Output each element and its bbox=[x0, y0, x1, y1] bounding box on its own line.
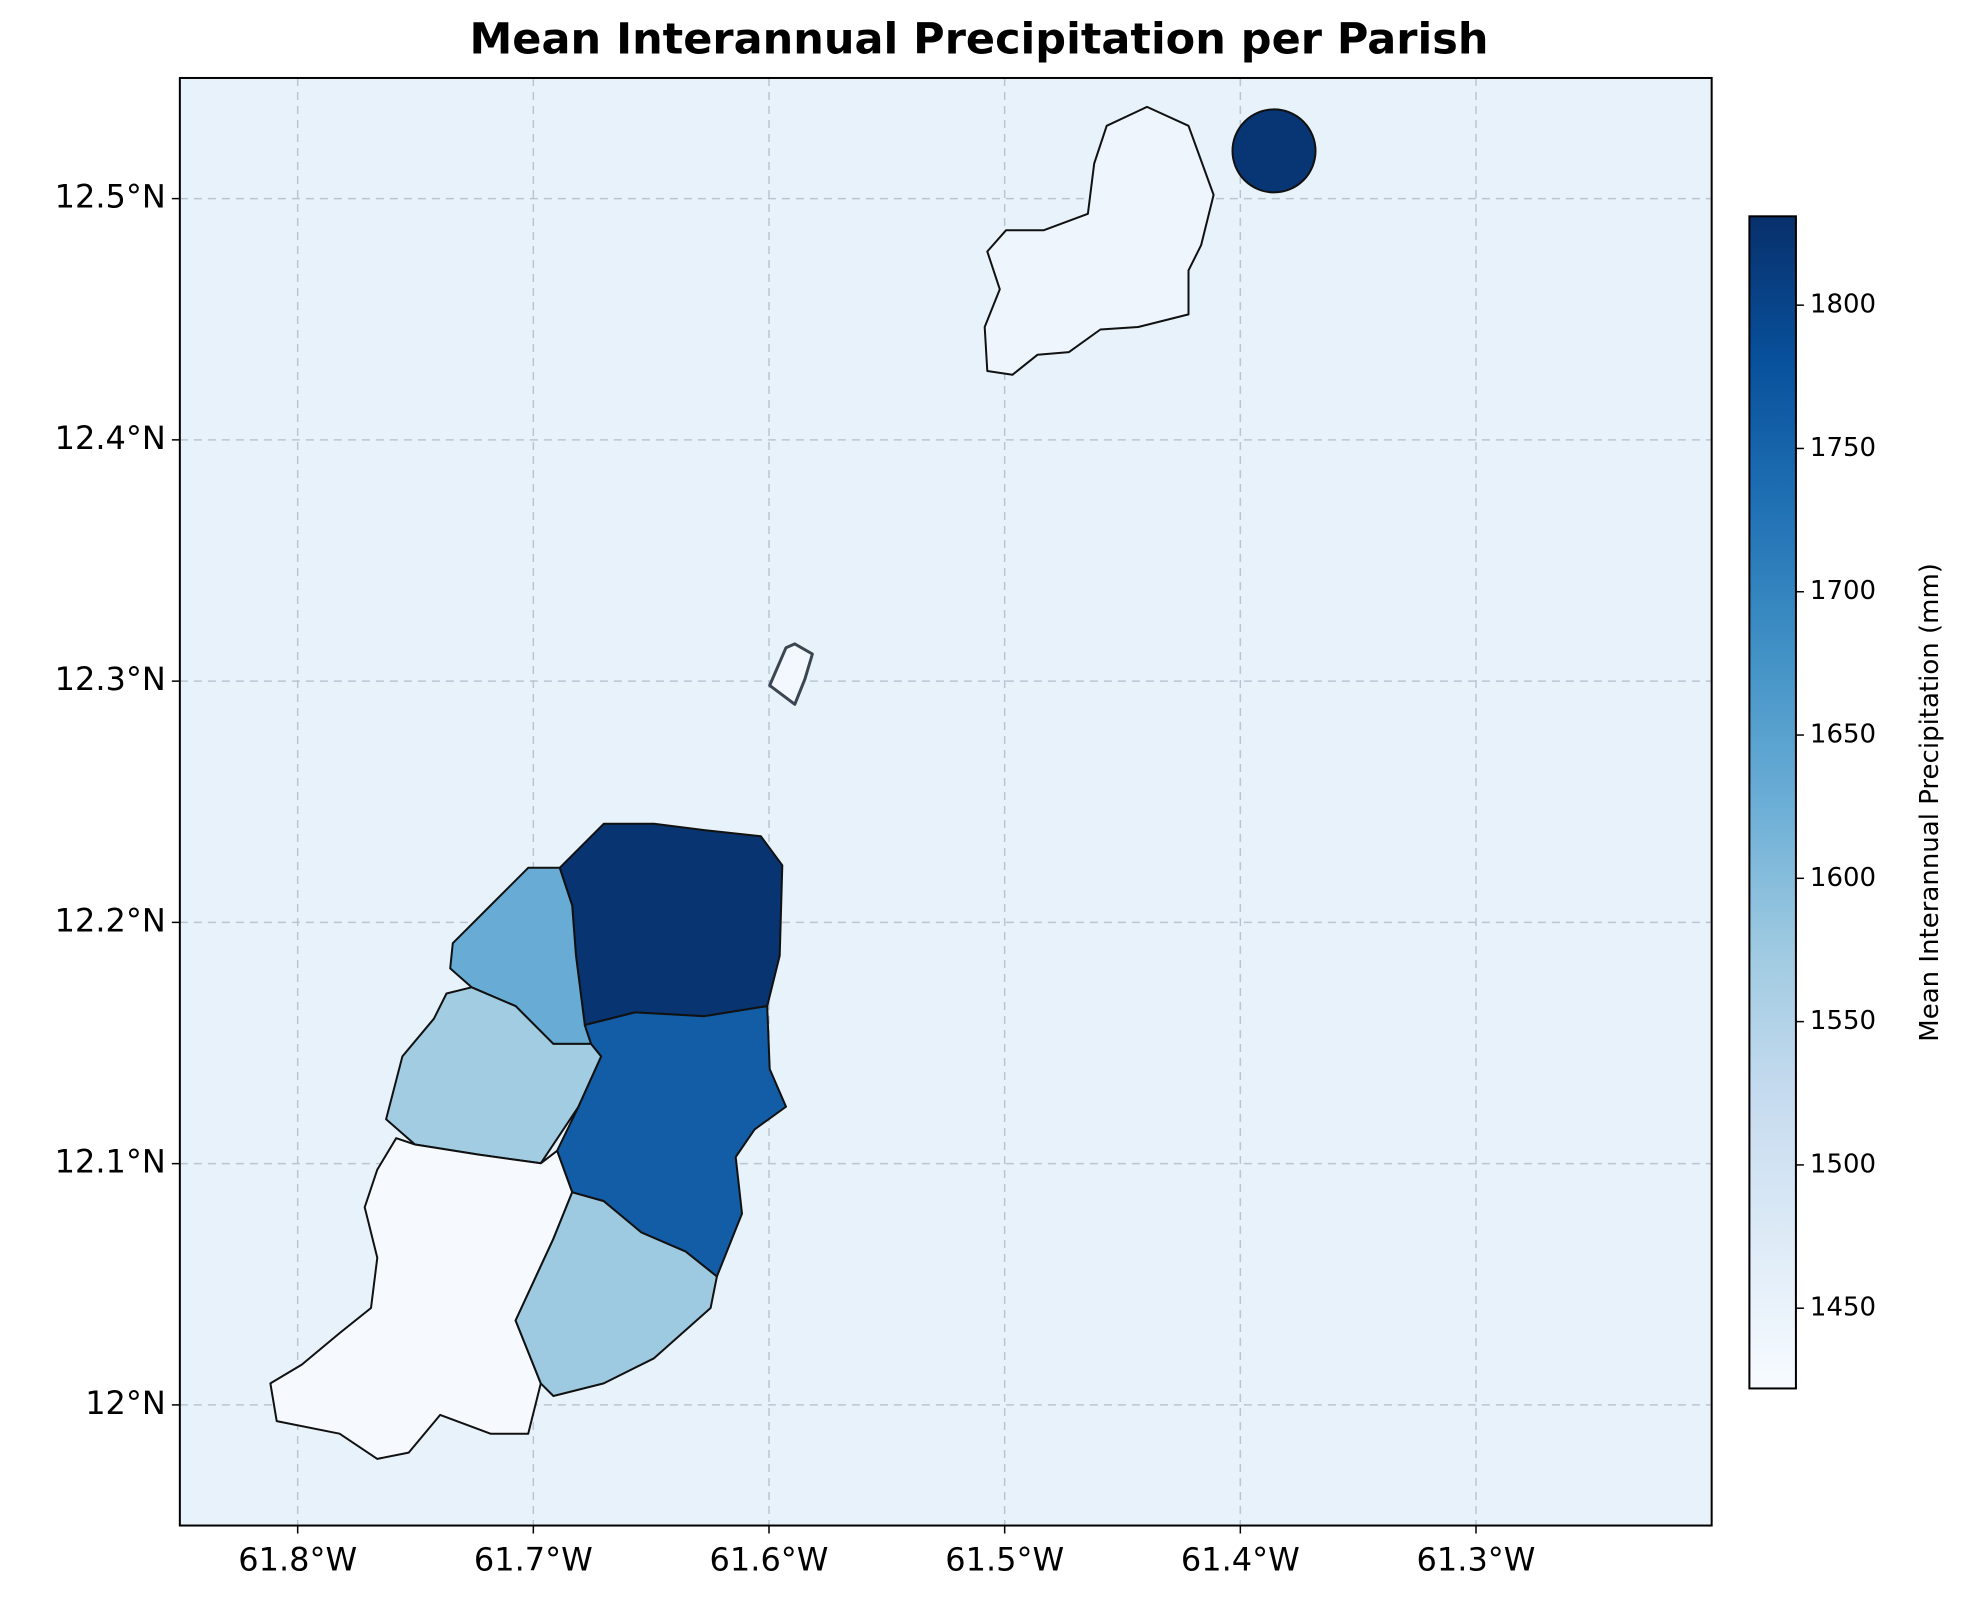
region bbox=[768, 642, 814, 706]
colorbar-tick-label: 1750 bbox=[1810, 433, 1876, 463]
x-tick-label: 61.3°W bbox=[1417, 1541, 1536, 1579]
y-tick-label: 12.5°N bbox=[55, 178, 166, 216]
x-tick-label: 61.8°W bbox=[238, 1541, 357, 1579]
colorbar-label: Mean Interannual Precipitation (mm) bbox=[1915, 563, 1945, 1042]
chart-title: Mean Interannual Precipitation per Paris… bbox=[470, 15, 1489, 65]
y-tick-label: 12.4°N bbox=[55, 419, 166, 457]
region bbox=[983, 105, 1215, 376]
region bbox=[1231, 108, 1317, 194]
colorbar-tick-label: 1650 bbox=[1810, 720, 1876, 750]
y-tick-label: 12°N bbox=[85, 1384, 166, 1422]
region bbox=[558, 822, 784, 1026]
x-tick-label: 61.7°W bbox=[474, 1541, 593, 1579]
colorbar bbox=[1748, 215, 1797, 1390]
y-tick-label: 12.3°N bbox=[55, 660, 166, 698]
region bbox=[385, 986, 603, 1165]
colorbar-tick-label: 1450 bbox=[1810, 1293, 1876, 1323]
map-frame bbox=[178, 76, 1713, 1527]
region bbox=[269, 1137, 574, 1460]
x-tick-label: 61.4°W bbox=[1181, 1541, 1300, 1579]
colorbar-tick-label: 1500 bbox=[1810, 1149, 1876, 1179]
colorbar-tick-label: 1550 bbox=[1810, 1006, 1876, 1036]
colorbar-tick-label: 1600 bbox=[1810, 863, 1876, 893]
regions bbox=[269, 105, 1317, 1460]
colorbar-tick-label: 1800 bbox=[1810, 290, 1876, 320]
x-tick-label: 61.6°W bbox=[710, 1541, 829, 1579]
colorbar-tick-label: 1700 bbox=[1810, 576, 1876, 606]
x-tick-label: 61.5°W bbox=[945, 1541, 1064, 1579]
region bbox=[514, 1191, 718, 1397]
y-tick-label: 12.1°N bbox=[55, 1143, 166, 1181]
y-tick-label: 12.2°N bbox=[55, 901, 166, 939]
